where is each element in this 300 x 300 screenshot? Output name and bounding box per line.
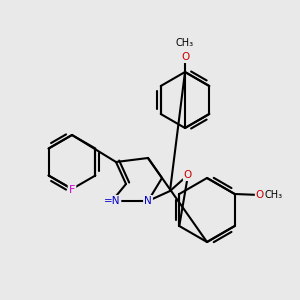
Text: N: N: [144, 196, 152, 206]
Text: O: O: [184, 170, 192, 180]
Text: O: O: [256, 190, 264, 200]
Text: O: O: [181, 52, 189, 62]
Text: =N: =N: [104, 196, 120, 206]
Text: CH₃: CH₃: [265, 190, 283, 200]
Text: CH₃: CH₃: [176, 38, 194, 48]
Text: F: F: [69, 185, 75, 195]
